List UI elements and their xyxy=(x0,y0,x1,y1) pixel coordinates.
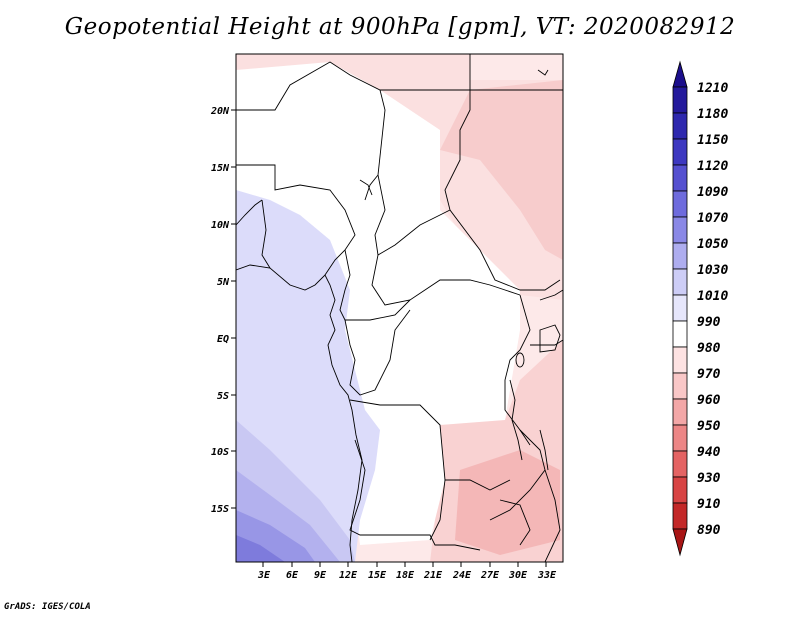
colorbar-band-980-990 xyxy=(672,320,688,348)
colorbar-label-910: 910 xyxy=(697,497,721,512)
map-frame xyxy=(235,53,564,563)
colorbar: 1210 1180 1150 1120 1090 1070 1050 1030 … xyxy=(672,60,728,557)
lake-victoria-shape xyxy=(539,324,561,353)
border-drc-east xyxy=(504,294,531,446)
red-sea-coast xyxy=(537,69,549,76)
colorbar-top-arrow xyxy=(672,60,688,88)
colorbar-band-1030-1050 xyxy=(672,242,688,270)
border-angola xyxy=(349,439,481,551)
footer-credit: GrADS: IGES/COLA xyxy=(4,602,91,612)
colorbar-label-1150: 1150 xyxy=(697,133,728,148)
border-car-north xyxy=(374,174,451,256)
colorbar-label-1050: 1050 xyxy=(697,237,728,252)
lon-label-21e: 21E xyxy=(423,570,443,581)
lon-label-12e: 12E xyxy=(339,570,358,581)
colorbar-band-990-1010 xyxy=(672,294,688,322)
colorbar-band-890-910 xyxy=(672,502,688,530)
lat-label-5n: 5N xyxy=(217,277,230,288)
lon-label-30e: 30E xyxy=(508,570,528,581)
colorbar-band-950-960 xyxy=(672,398,688,426)
border-zambia-west xyxy=(429,479,446,541)
colorbar-label-990: 990 xyxy=(697,315,721,330)
lon-label-9e: 9E xyxy=(314,570,327,581)
border-nigeria xyxy=(236,164,356,276)
lon-label-6e: 6E xyxy=(286,570,299,581)
colorbar-label-940: 940 xyxy=(697,445,721,460)
colorbar-band-1090-1120 xyxy=(672,164,688,192)
colorbar-band-930-940 xyxy=(672,450,688,478)
colorbar-label-1210: 1210 xyxy=(697,81,728,96)
border-cameroon xyxy=(339,249,411,321)
colorbar-label-950: 950 xyxy=(697,419,721,434)
lon-label-18e: 18E xyxy=(396,570,415,581)
lake-albert xyxy=(515,352,525,368)
lon-label-33e: 33E xyxy=(537,570,557,581)
border-malawi xyxy=(489,429,546,521)
colorbar-band-1180-1210 xyxy=(672,86,688,114)
field-sw-blue-4 xyxy=(236,535,285,562)
lon-label-27e: 27E xyxy=(480,570,500,581)
colorbar-label-930: 930 xyxy=(697,471,721,486)
border-congo xyxy=(344,309,411,396)
colorbar-bottom-arrow xyxy=(672,528,688,557)
colorbar-band-1150-1180 xyxy=(672,112,688,140)
height-field xyxy=(236,54,563,562)
border-mozambique xyxy=(544,469,561,562)
field-south-white xyxy=(355,425,445,545)
border-north xyxy=(236,54,471,111)
lat-label-eq: EQ xyxy=(217,334,229,345)
colorbar-band-1120-1150 xyxy=(672,138,688,166)
lat-label-10n: 10N xyxy=(211,220,230,231)
colorbar-label-960: 960 xyxy=(697,393,721,408)
border-car-south xyxy=(371,254,521,306)
coastline-west xyxy=(236,264,363,562)
border-drc-south xyxy=(349,399,511,491)
coastline-guinea xyxy=(236,199,263,226)
colorbar-label-1030: 1030 xyxy=(697,263,728,278)
colorbar-label-1180: 1180 xyxy=(697,107,728,122)
colorbar-label-1090: 1090 xyxy=(697,185,728,200)
lon-label-3e: 3E xyxy=(257,570,271,581)
colorbar-label-1010: 1010 xyxy=(697,289,728,304)
colorbar-band-970-980 xyxy=(672,346,688,374)
colorbar-label-1120: 1120 xyxy=(697,159,728,174)
colorbar-label-980: 980 xyxy=(697,341,721,356)
colorbar-band-910-930 xyxy=(672,476,688,504)
lake-chad xyxy=(359,179,373,196)
colorbar-band-1070-1090 xyxy=(672,190,688,218)
colorbar-band-1010-1030 xyxy=(672,268,688,296)
country-borders xyxy=(236,54,563,562)
field-northeast-pink xyxy=(440,80,563,260)
lat-label-15s: 15S xyxy=(211,504,229,515)
chart-title: Geopotential Height at 900hPa [gpm], VT:… xyxy=(64,14,736,40)
colorbar-label-890: 890 xyxy=(697,523,721,538)
colorbar-band-960-970 xyxy=(672,372,688,400)
lat-label-5s: 5S xyxy=(217,391,229,402)
border-lake-victoria xyxy=(530,339,563,346)
colorbar-label-1070: 1070 xyxy=(697,211,728,226)
border-zimbabwe xyxy=(499,499,531,546)
lake-malawi xyxy=(539,429,549,471)
lon-label-15e: 15E xyxy=(368,570,387,581)
lat-axis: 20N 15N 10N 5N EQ 5S 10S 15S xyxy=(210,106,236,515)
colorbar-band-940-950 xyxy=(672,424,688,452)
lat-label-15n: 15N xyxy=(211,163,230,174)
colorbar-band-1050-1070 xyxy=(672,216,688,244)
lat-label-20n: 20N xyxy=(210,106,230,117)
lake-tanganyika xyxy=(509,379,523,461)
lon-label-24e: 24E xyxy=(452,570,472,581)
border-benin xyxy=(261,199,271,269)
border-uganda-north xyxy=(539,289,563,301)
lon-axis: 3E 6E 9E 12E 15E 18E 21E 24E 27E 30E 33E xyxy=(257,562,557,581)
lat-label-10s: 10S xyxy=(211,447,229,458)
field-southeast-dark xyxy=(455,450,560,555)
colorbar-label-970: 970 xyxy=(697,367,721,382)
